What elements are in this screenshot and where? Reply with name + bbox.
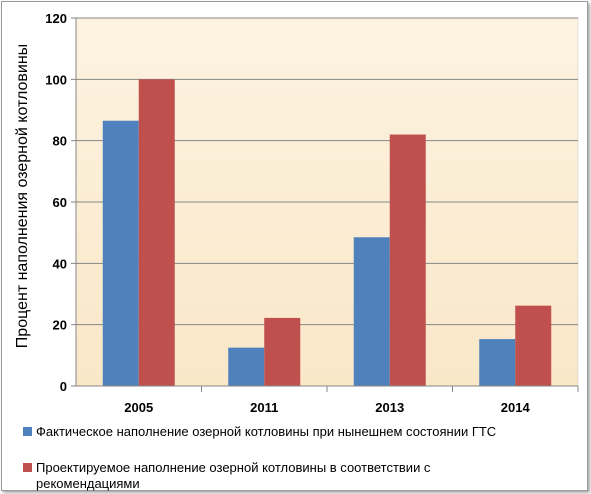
y-tick-label-40: 40 bbox=[53, 256, 67, 271]
bar-actual-2005 bbox=[102, 120, 139, 386]
bar-projected-2005 bbox=[138, 79, 175, 386]
legend: Фактическое наполнение озерной котловины… bbox=[23, 424, 496, 491]
axes bbox=[75, 18, 579, 392]
x-tick-label-2005: 2005 bbox=[124, 400, 153, 415]
bar-actual-2014 bbox=[479, 339, 516, 386]
x-tick-label-2014: 2014 bbox=[501, 400, 531, 415]
x-tick-label-2011: 2011 bbox=[250, 400, 278, 415]
bar-actual-2013 bbox=[353, 237, 390, 386]
y-tick-label-120: 120 bbox=[45, 11, 67, 26]
x-tick-labels: 2005 2011 2013 2014 bbox=[124, 400, 530, 415]
legend-label-projected-line-1: Проектируемое наполнение озерной котлови… bbox=[36, 460, 431, 475]
y-tick-label-80: 80 bbox=[53, 134, 67, 149]
x-tick-label-2013: 2013 bbox=[375, 400, 404, 415]
y-tick-label-0: 0 bbox=[60, 379, 67, 394]
bar-projected-2011 bbox=[264, 317, 301, 386]
bars bbox=[102, 79, 552, 386]
legend-swatch-actual bbox=[23, 427, 32, 436]
y-axis-title: Процент наполнения озерной котловины bbox=[14, 44, 31, 348]
bar-projected-2014 bbox=[515, 305, 552, 386]
y-tick-labels: 0 20 40 60 80 100 120 bbox=[45, 11, 67, 394]
bar-projected-2013 bbox=[389, 134, 426, 386]
legend-label-projected: Проектируемое наполнение озерной котлови… bbox=[36, 460, 434, 491]
y-tick-label-60: 60 bbox=[53, 195, 67, 210]
y-tick-label-100: 100 bbox=[45, 72, 67, 87]
legend-swatch-projected bbox=[23, 463, 32, 472]
bar-actual-2011 bbox=[228, 347, 265, 386]
legend-label-projected-line-2: рекомендациями bbox=[36, 476, 140, 491]
y-tick-label-20: 20 bbox=[53, 318, 67, 333]
legend-label-actual: Фактическое наполнение озерной котловины… bbox=[36, 424, 496, 439]
